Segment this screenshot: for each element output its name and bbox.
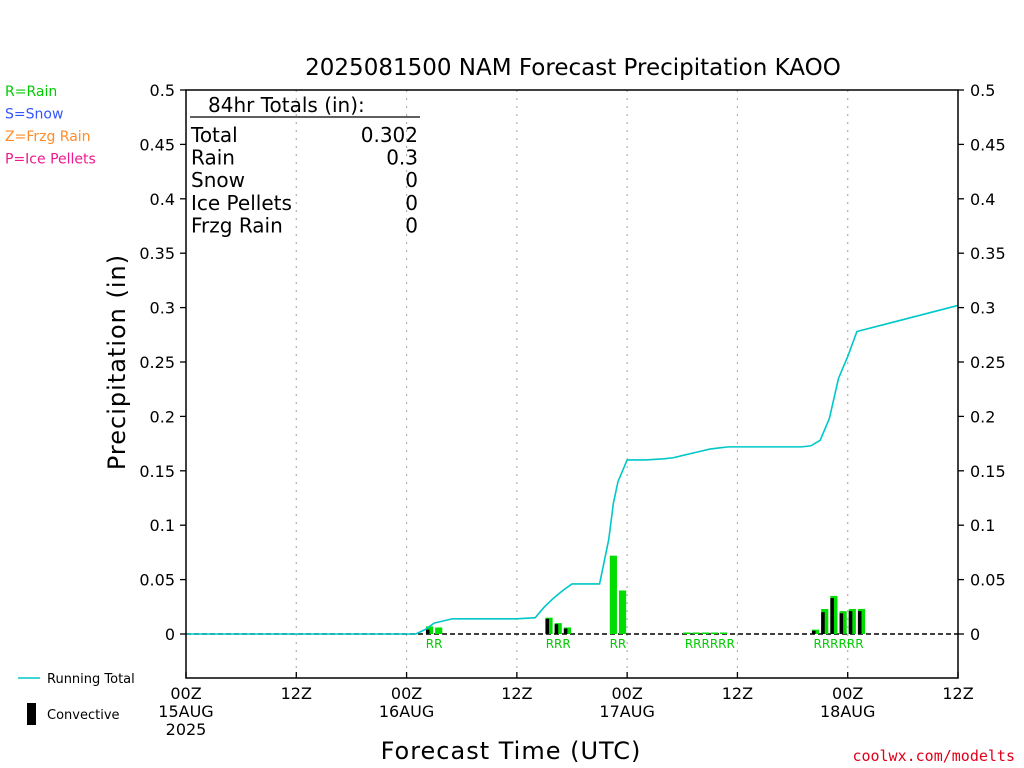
x-tick-label: 12Z xyxy=(281,684,312,703)
convective-bar xyxy=(821,612,825,634)
totals-row-label: Snow xyxy=(191,168,245,192)
type-legend-entry: R=Rain xyxy=(5,84,57,100)
y-tick-label-left: 0.15 xyxy=(139,462,175,481)
y-tick-label-right: 0.3 xyxy=(970,299,995,318)
precip-type-legend: R=Rain S=Snow Z=Frzg Rain P=Ice Pellets xyxy=(5,84,96,168)
y-tick-label-left: 0.45 xyxy=(139,135,175,154)
x-tick-label: 00Z xyxy=(832,684,863,703)
x-tick-label: 00Z xyxy=(391,684,422,703)
totals-row-label: Rain xyxy=(191,146,235,170)
precip-bar xyxy=(618,590,627,634)
x-tick-label: 12Z xyxy=(942,684,973,703)
totals-box: 84hr Totals (in): Total 0.302 Rain 0.3 Snow 0 I… xyxy=(190,93,420,237)
running-total-line xyxy=(186,304,959,635)
precip-bars xyxy=(425,555,866,634)
series-legend: Running Total Convective xyxy=(18,672,135,725)
precip-bar xyxy=(435,627,443,634)
x-tick-label: 2025 xyxy=(166,720,207,739)
y-tick-label-right: 0.5 xyxy=(970,81,995,100)
vertical-gridlines xyxy=(295,90,849,678)
totals-row-value: 0.3 xyxy=(386,146,418,170)
x-tick-label: 12Z xyxy=(722,684,753,703)
type-legend-entry: Z=Frzg Rain xyxy=(5,129,91,145)
precip-type-label: RR xyxy=(426,637,443,651)
chart-title: 2025081500 NAM Forecast Precipitation KA… xyxy=(305,55,841,81)
x-tick-label: 16AUG xyxy=(379,702,434,721)
convective-bar xyxy=(554,624,559,634)
x-tick-label: 15AUG xyxy=(158,702,213,721)
totals-row-label: Ice Pellets xyxy=(191,191,292,215)
convective-bar xyxy=(857,611,862,634)
totals-row-value: 0 xyxy=(405,191,418,215)
y-tick-label-right: 0.1 xyxy=(970,516,995,535)
y-tick-label-right: 0.2 xyxy=(970,407,995,426)
y-tick-label-right: 0 xyxy=(970,625,980,644)
convective-bar xyxy=(839,613,844,634)
totals-row-value: 0 xyxy=(405,213,418,237)
y-tick-label-left: 0.35 xyxy=(139,244,175,263)
x-tick-label: 17AUG xyxy=(599,702,654,721)
y-tick-label-left: 0.25 xyxy=(139,353,175,372)
y-tick-label-left: 0.1 xyxy=(150,516,175,535)
y-tick-label-left: 0.05 xyxy=(139,571,175,590)
convective-bar xyxy=(811,630,816,634)
precip-bar xyxy=(710,632,719,634)
totals-row-label: Total xyxy=(190,123,238,147)
precip-bar xyxy=(692,632,700,634)
convective-bar xyxy=(545,618,550,634)
precip-type-label: RRR xyxy=(546,637,571,651)
precip-bar xyxy=(609,555,617,634)
y-tick-label-right: 0.15 xyxy=(970,462,1006,481)
series-legend-label: Convective xyxy=(47,708,120,723)
totals-header: 84hr Totals (in): xyxy=(208,93,365,117)
y-tick-label-right: 0.05 xyxy=(970,571,1006,590)
y-axis-label: Precipitation (in) xyxy=(103,254,131,470)
precip-bar xyxy=(701,632,709,634)
x-axis-label: Forecast Time (UTC) xyxy=(381,737,642,765)
credit-text: coolwx.com/modelts xyxy=(852,747,1015,765)
y-tick-label-left: 0.5 xyxy=(150,81,175,100)
totals-row-value: 0 xyxy=(405,168,418,192)
x-tick-label: 18AUG xyxy=(820,702,875,721)
y-tick-label-right: 0.25 xyxy=(970,353,1006,372)
precip-type-label: RRRRRR xyxy=(685,637,735,651)
precip-type-label: RR xyxy=(610,637,627,651)
convective-bar xyxy=(425,629,430,634)
precip-type-label: RRRRRR xyxy=(814,637,864,651)
series-legend-label: Running Total xyxy=(47,672,135,687)
y-tick-label-right: 0.4 xyxy=(970,190,995,209)
y-tick-label-left: 0.3 xyxy=(150,299,175,318)
y-tick-label-right: 0.45 xyxy=(970,135,1006,154)
totals-row-value: 0.302 xyxy=(361,123,418,147)
type-legend-entry: S=Snow xyxy=(5,107,63,123)
x-tick-label: 12Z xyxy=(501,684,532,703)
legend-swatch-bar xyxy=(27,703,36,725)
y-axis-ticks: 0 00.05 0.050.1 0.10.15 0.150.2 0.20.25 0.250.… xyxy=(139,81,1005,644)
x-tick-label: 00Z xyxy=(170,684,201,703)
x-tick-label: 00Z xyxy=(611,684,642,703)
plot-frame xyxy=(185,89,959,679)
y-tick-label-left: 0.2 xyxy=(150,407,175,426)
precip-type-row: RR RRR RR RRRRRR RRRRRR xyxy=(426,637,864,651)
precip-bar xyxy=(683,632,691,634)
y-tick-label-right: 0.35 xyxy=(970,244,1006,263)
y-tick-label-left: 0 xyxy=(165,625,175,644)
type-legend-entry: P=Ice Pellets xyxy=(5,152,96,168)
y-tick-label-left: 0.4 xyxy=(150,190,175,209)
convective-bar xyxy=(848,611,853,634)
convective-bar xyxy=(563,628,568,634)
convective-bar xyxy=(830,598,834,634)
totals-row-label: Frzg Rain xyxy=(191,213,283,237)
precip-bar xyxy=(720,632,728,634)
